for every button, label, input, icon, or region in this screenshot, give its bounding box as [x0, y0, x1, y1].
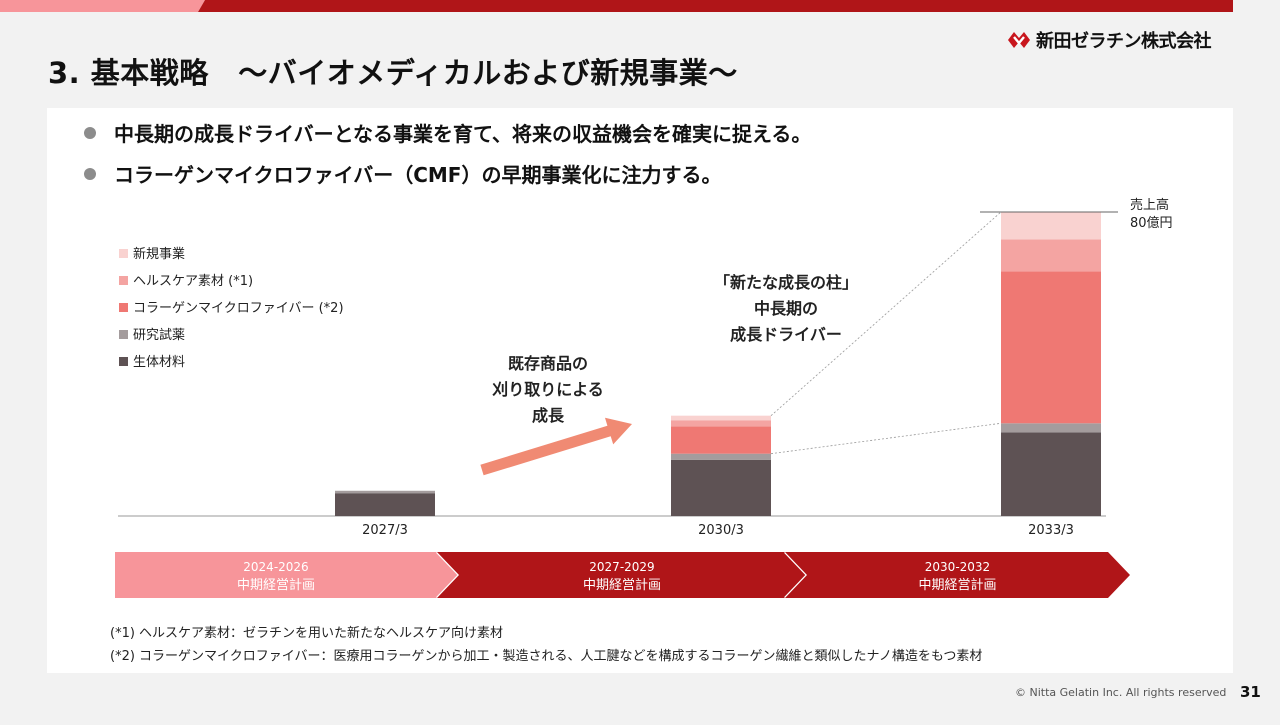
bullet-dot-icon [84, 168, 96, 180]
x-tick-label: 2027/3 [362, 523, 408, 538]
page-title: 3. 基本戦略 ～バイオメディカルおよび新規事業～ [48, 56, 738, 90]
bullet-text: 中長期の成長ドライバーとなる事業を育て、将来の収益機会を確実に捉える。 [114, 122, 812, 146]
bar-segment [671, 453, 771, 460]
copyright-text: © Nitta Gelatin Inc. All rights reserved [1015, 686, 1227, 699]
bar-segment [1001, 212, 1101, 240]
timeline-years: 2030-2032 [925, 560, 990, 574]
bar-segment [335, 490, 435, 494]
timeline-years: 2027-2029 [589, 560, 654, 574]
timeline-label: 中期経営計画 [918, 577, 996, 593]
bar-segment [1001, 432, 1101, 516]
annotation-existing-growth: 刈り取りによる [492, 380, 604, 399]
legend-label: コラーゲンマイクロファイバー (*2) [133, 301, 344, 316]
growth-arrow-icon [480, 417, 632, 476]
mid-term-plan-timeline: 2024-2026 中期経営計画 2027-2029 中期経営計画 2030-2032 中… [115, 551, 1130, 599]
x-tick-label: 2030/3 [698, 523, 744, 538]
timeline-segment [437, 552, 807, 598]
timeline-segment [785, 552, 1130, 598]
legend-swatch [119, 330, 128, 339]
page-number: 31 [1240, 683, 1261, 701]
bullet-text: コラーゲンマイクロファイバー（CMF）の早期事業化に注力する。 [114, 163, 722, 187]
x-tick-label: 2033/3 [1028, 523, 1074, 538]
bullet-item: 中長期の成長ドライバーとなる事業を育て、将来の収益機会を確実に捉える。 [84, 118, 811, 147]
legend-swatch [119, 249, 128, 258]
annotation-existing-growth: 既存商品の [508, 354, 588, 373]
bar-segment [1001, 271, 1101, 424]
legend-label: ヘルスケア素材 (*1) [133, 274, 253, 289]
bar-segment [335, 493, 435, 516]
total-label: 売上高 [1130, 197, 1169, 213]
bar-segment [671, 459, 771, 516]
legend-swatch [119, 357, 128, 366]
bar-segment [1001, 423, 1101, 433]
legend-label: 生体材料 [133, 355, 185, 370]
top-accent-bar [0, 0, 1233, 12]
bullet-item: コラーゲンマイクロファイバー（CMF）の早期事業化に注力する。 [84, 159, 721, 188]
annotation-growth-pillar: 「新たな成長の柱」 [714, 273, 858, 292]
bar-segment [671, 426, 771, 454]
legend-label: 研究試薬 [133, 327, 185, 343]
bar-segment [1001, 239, 1101, 272]
footnote-2: (*2) コラーゲンマイクロファイバー：医療用コラーゲンから加工・製造される、人… [110, 649, 983, 664]
logo-text: 新田ゼラチン株式会社 [1036, 31, 1212, 52]
connector-line [770, 422, 1002, 455]
footnote-1: (*1) ヘルスケア素材：ゼラチンを用いた新たなヘルスケア向け素材 [110, 626, 504, 641]
timeline-label: 中期経営計画 [583, 577, 661, 593]
annotation-growth-pillar: 成長ドライバー [730, 325, 842, 344]
bar-segment [671, 415, 771, 421]
timeline-years: 2024-2026 [243, 560, 308, 574]
timeline-segment [115, 552, 459, 598]
nitta-gelatin-logo-mark-icon [1008, 32, 1030, 48]
annotation-growth-pillar: 中長期の [754, 299, 818, 318]
legend-swatch [119, 303, 128, 312]
bar-segment [671, 420, 771, 427]
legend-label: 新規事業 [133, 246, 185, 262]
bullet-dot-icon [84, 127, 96, 139]
annotation-existing-growth: 成長 [532, 406, 565, 425]
connector-line [770, 211, 1002, 416]
legend-swatch [119, 276, 128, 285]
company-logo: 新田ゼラチン株式会社 [1006, 27, 1212, 53]
timeline-label: 中期経営計画 [237, 577, 315, 593]
total-value-label: 80億円 [1130, 215, 1173, 231]
